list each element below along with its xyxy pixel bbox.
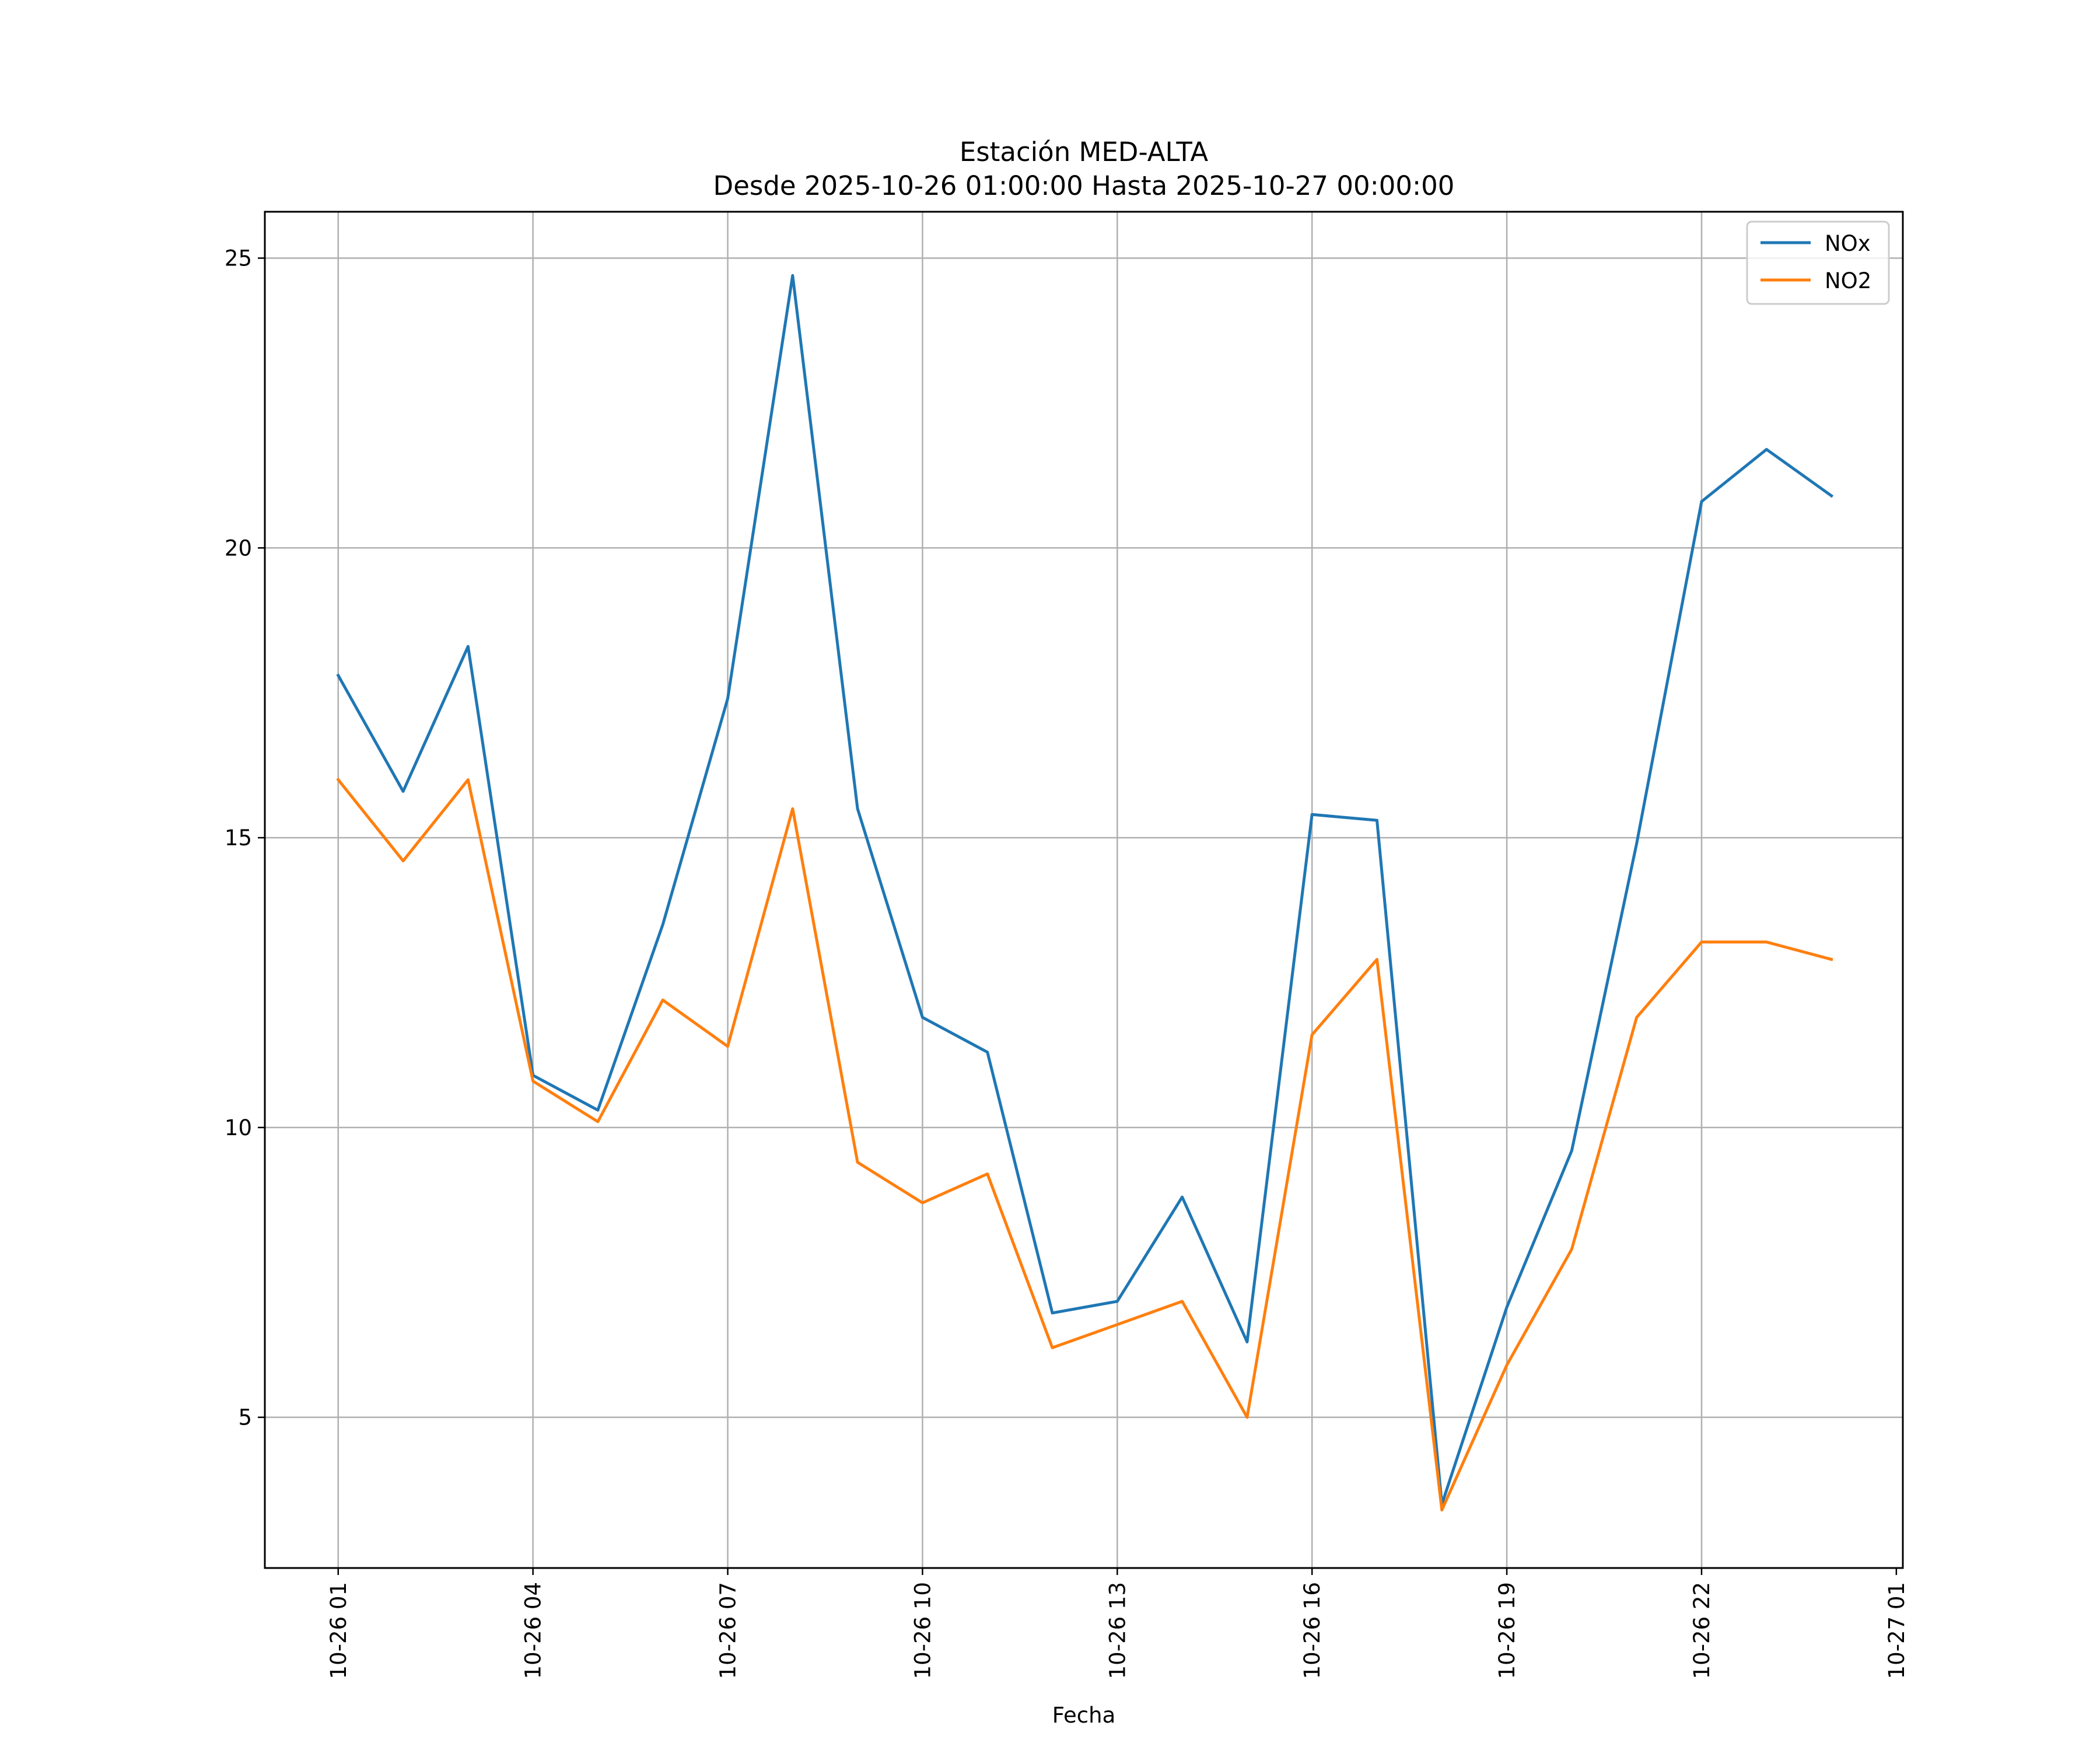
series-line-nox [336,274,1834,1506]
x-tick-label: 10-26 07 [716,1582,741,1679]
y-tick-label: 20 [225,536,252,561]
x-tick-label: 10-26 22 [1689,1582,1714,1679]
y-tick-label: 5 [238,1405,252,1430]
x-tick-label: 10-26 19 [1494,1582,1520,1679]
y-tick-label: 25 [225,246,252,271]
chart-title: Estación MED-ALTA [960,136,1209,167]
x-tick-label: 10-26 01 [326,1582,351,1679]
plot-frame [264,211,1904,1569]
series-layer [336,274,1834,1512]
x-tick-label: 10-26 10 [910,1582,935,1679]
legend: NOx NO2 [1746,220,1890,305]
tick-layer: 10-26 01 10-26 04 10-26 07 10-26 10 10-26 13… [225,246,1909,1679]
chart-subtitle: Desde 2025-10-26 01:00:00 Hasta 2025-10-… [713,170,1455,201]
plot-area [265,212,1903,1568]
y-tick-label: 15 [225,825,252,850]
x-tick-label: 10-26 13 [1105,1582,1130,1679]
x-tick-label: 10-26 16 [1300,1582,1325,1679]
x-axis-label: Fecha [1052,1703,1116,1728]
legend-label-nox: NOx [1825,231,1871,256]
legend-label-no2: NO2 [1825,268,1871,293]
x-tick-label: 10-27 01 [1884,1582,1909,1679]
series-line-no2 [336,778,1833,1512]
y-tick-label: 10 [225,1115,252,1140]
x-tick-label: 10-26 04 [521,1582,546,1679]
grid-layer [265,212,1903,1568]
